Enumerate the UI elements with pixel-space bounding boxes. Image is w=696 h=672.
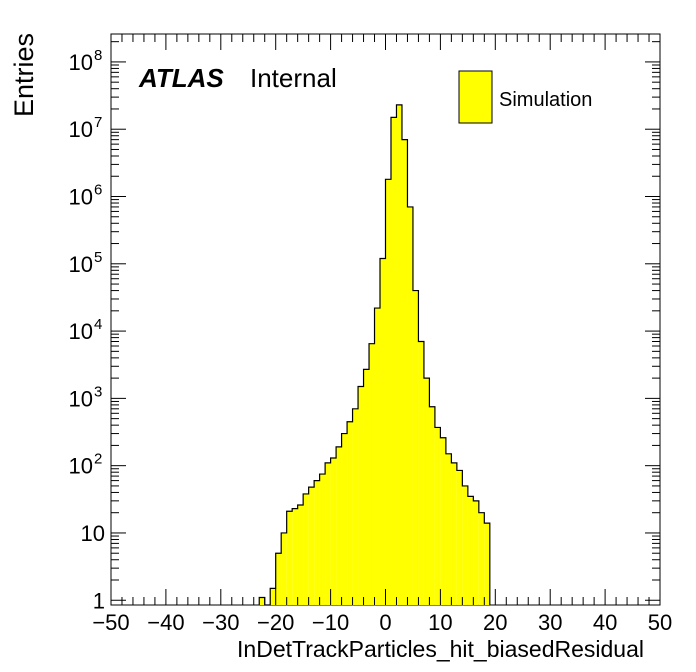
histogram-bar bbox=[380, 258, 386, 605]
histogram-bar bbox=[451, 462, 457, 605]
histogram-bar bbox=[270, 588, 276, 605]
histogram-bar bbox=[445, 453, 452, 605]
histogram-bar bbox=[259, 597, 265, 605]
histogram-bar bbox=[478, 512, 485, 605]
x-tick-label: −10 bbox=[312, 610, 349, 635]
y-tick-label: 10 bbox=[69, 454, 93, 479]
histogram-bar bbox=[456, 470, 463, 605]
histogram-bar bbox=[303, 493, 309, 605]
histogram-bar bbox=[325, 462, 331, 605]
x-tick-label: −30 bbox=[202, 610, 239, 635]
histogram-bar bbox=[286, 511, 293, 605]
x-axis-title: InDetTrackParticles_hit_biasedResidual bbox=[237, 636, 644, 662]
x-tick-label: −50 bbox=[92, 610, 129, 635]
histogram-bar bbox=[297, 505, 304, 605]
histogram-bar bbox=[484, 523, 490, 605]
legend-entry-simulation: Simulation bbox=[499, 89, 592, 111]
histogram-bar bbox=[369, 343, 375, 605]
x-tick-label: 10 bbox=[428, 610, 452, 635]
histogram-bar bbox=[429, 406, 435, 605]
y-tick-label-exponent: 4 bbox=[94, 316, 102, 333]
histogram-bar bbox=[440, 437, 446, 605]
x-tick-label: 20 bbox=[483, 610, 507, 635]
y-tick-label: 10 bbox=[69, 252, 93, 277]
y-tick-label-exponent: 8 bbox=[94, 47, 102, 64]
histogram-bar bbox=[473, 500, 479, 605]
y-tick-label-exponent: 3 bbox=[94, 383, 102, 400]
histogram-bar bbox=[390, 117, 397, 605]
atlas-label: ATLAS bbox=[138, 63, 224, 93]
histogram-bar bbox=[407, 206, 413, 605]
histogram-bar bbox=[341, 433, 348, 605]
x-tick-label: 50 bbox=[648, 610, 672, 635]
x-tick-label: 40 bbox=[593, 610, 617, 635]
histogram-outline bbox=[258, 104, 491, 606]
histogram-bar bbox=[401, 139, 408, 605]
histogram-bar bbox=[412, 290, 419, 605]
y-tick-label: 1 bbox=[93, 588, 105, 613]
histogram-bar bbox=[308, 487, 315, 605]
y-tick-label: 10 bbox=[69, 319, 93, 344]
histogram-bar bbox=[281, 532, 287, 605]
histogram-bar bbox=[358, 386, 364, 605]
histogram-bar bbox=[467, 496, 474, 605]
histogram-bar bbox=[434, 427, 441, 605]
x-tick-label: 0 bbox=[379, 610, 391, 635]
x-tick-label: 30 bbox=[538, 610, 562, 635]
y-tick-label: 10 bbox=[69, 185, 93, 210]
y-tick-label: 10 bbox=[69, 117, 93, 142]
y-tick-label-exponent: 5 bbox=[94, 249, 102, 266]
internal-label: Internal bbox=[250, 63, 337, 93]
histogram-bar bbox=[396, 104, 402, 605]
legend-swatch bbox=[458, 70, 493, 124]
x-tick-label: −20 bbox=[257, 610, 294, 635]
histogram-bar bbox=[275, 553, 282, 605]
histogram-bar bbox=[330, 458, 337, 605]
histogram-bar bbox=[314, 480, 320, 605]
histogram-bar bbox=[423, 378, 430, 605]
histogram-bars bbox=[258, 104, 491, 606]
histogram-bar bbox=[418, 341, 424, 605]
histogram-bar bbox=[363, 369, 370, 605]
histogram-bar bbox=[336, 446, 342, 605]
histogram-bar bbox=[374, 308, 381, 605]
histogram-bar bbox=[462, 485, 468, 605]
histogram-bar bbox=[352, 408, 359, 605]
histogram-bar bbox=[347, 421, 353, 605]
y-tick-label-exponent: 7 bbox=[94, 114, 102, 131]
y-tick-label-exponent: 6 bbox=[94, 182, 102, 199]
y-tick-label-exponent: 2 bbox=[94, 451, 102, 468]
y-tick-label: 10 bbox=[69, 386, 93, 411]
y-tick-label: 10 bbox=[69, 50, 93, 75]
y-tick-label: 10 bbox=[81, 521, 105, 546]
y-axis-title: Entries bbox=[9, 33, 39, 117]
histogram-bar bbox=[319, 474, 326, 605]
axes bbox=[110, 34, 661, 605]
x-tick-label: −40 bbox=[147, 610, 184, 635]
histogram-bar bbox=[385, 179, 391, 605]
histogram-bar bbox=[292, 508, 298, 605]
